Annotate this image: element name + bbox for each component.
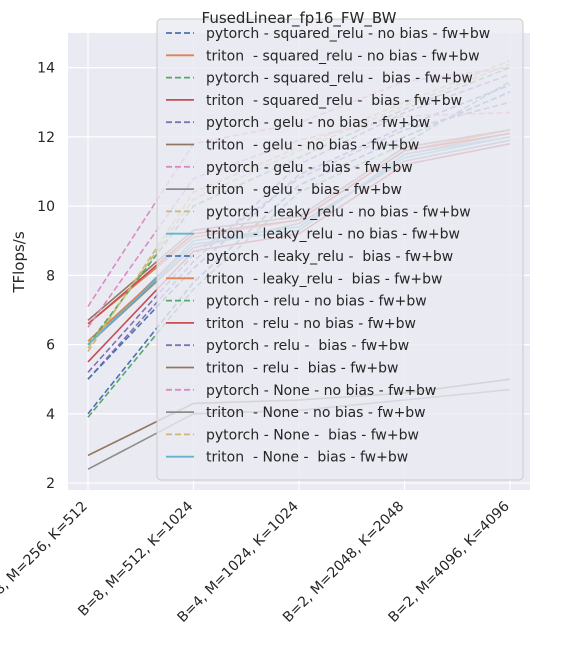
legend-entry: triton - gelu - bias - fw+bw [206, 182, 402, 198]
y-tick-labels: 2 4 6 8 10 12 14 [37, 61, 55, 492]
legend-entry: triton - leaky_relu - no bias - fw+bw [206, 227, 460, 243]
legend-entry: triton - None - no bias - fw+bw [206, 405, 426, 421]
legend-entry: pytorch - squared_relu - bias - fw+bw [206, 71, 473, 87]
legend-entry: triton - relu - no bias - fw+bw [206, 316, 416, 332]
legend-entry: triton - None - bias - fw+bw [206, 450, 408, 466]
legend-entry: pytorch - squared_relu - no bias - fw+bw [206, 26, 490, 42]
legend-entry: pytorch - relu - no bias - fw+bw [206, 294, 427, 310]
y-tick-label: 6 [46, 338, 55, 354]
y-tick-label: 10 [37, 199, 55, 215]
y-axis-label: TFlops/s [10, 231, 28, 294]
legend-entry: pytorch - gelu - no bias - fw+bw [206, 115, 430, 131]
legend-entry: pytorch - None - no bias - fw+bw [206, 383, 436, 399]
x-tick-label: B=2, M=2048, K=2048 [280, 499, 407, 626]
legend-entry: pytorch - leaky_relu - no bias - fw+bw [206, 204, 471, 220]
chart-title: FusedLinear_fp16_FW_BW [202, 9, 397, 28]
legend-box [156, 18, 524, 481]
legend-entry: pytorch - relu - bias - fw+bw [206, 338, 409, 354]
legend-entry: triton - squared_relu - bias - fw+bw [206, 93, 462, 109]
legend-entry: triton - squared_relu - no bias - fw+bw [206, 48, 480, 64]
y-tick-label: 14 [37, 61, 55, 77]
y-tick-label: 2 [46, 476, 55, 492]
legend-entry: pytorch - leaky_relu - bias - fw+bw [206, 249, 453, 265]
legend-entry: pytorch - gelu - bias - fw+bw [206, 160, 413, 176]
legend-entry: triton - gelu - no bias - fw+bw [206, 138, 419, 154]
y-tick-label: 4 [46, 407, 55, 423]
x-tick-label: B=8, M=256, K=512 [0, 499, 91, 614]
y-tick-label: 12 [37, 130, 55, 146]
legend: pytorch - squared_relu - no bias - fw+bw… [156, 18, 524, 481]
y-tick-label: 8 [46, 268, 55, 284]
legend-entry: pytorch - None - bias - fw+bw [206, 427, 419, 443]
x-tick-label: B=4, M=1024, K=1024 [175, 498, 302, 625]
legend-entry: triton - leaky_relu - bias - fw+bw [206, 271, 442, 287]
x-tick-label: B=8, M=512, K=1024 [75, 498, 196, 619]
x-tick-label: B=2, M=4096, K=4096 [386, 498, 513, 625]
legend-entry: triton - relu - bias - fw+bw [206, 361, 399, 377]
